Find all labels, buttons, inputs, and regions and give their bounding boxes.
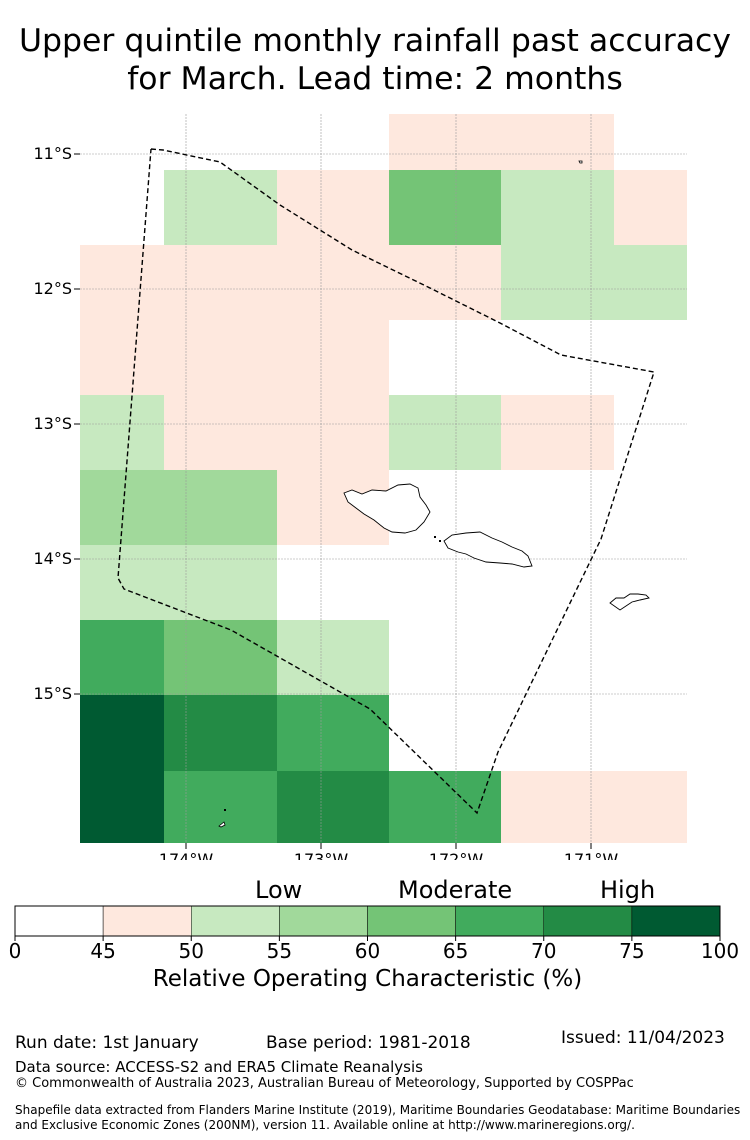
grid-cell <box>501 114 614 170</box>
colorbar-tick-label: 60 <box>355 939 380 963</box>
colorbar-segment <box>631 905 721 937</box>
lon-label-171w: 171°W <box>564 850 619 860</box>
grid-cell <box>277 620 389 695</box>
grid-cell <box>389 170 501 245</box>
grid-cell <box>277 395 389 470</box>
rainfall-accuracy-map: 11°S 12°S 13°S 14°S 15°S 174°W 173°W 172… <box>33 114 687 860</box>
category-low: Low <box>255 876 303 904</box>
southern-islet <box>218 821 226 828</box>
lat-label-11s: 11°S <box>33 144 72 163</box>
grid-cell <box>277 170 389 245</box>
colorbar-segment <box>455 905 544 937</box>
grid-cell <box>389 395 501 470</box>
grid-cell <box>277 245 389 320</box>
southern-islet-2 <box>224 809 226 811</box>
grid-cell <box>389 245 501 320</box>
lon-label-172w: 172°W <box>429 850 484 860</box>
colorbar-tick-label: 45 <box>90 939 115 963</box>
grid-cell <box>614 771 687 843</box>
colorbar-tick-label: 100 <box>701 939 739 963</box>
longitude-ticks <box>185 843 592 849</box>
colorbar-segment <box>367 905 456 937</box>
grid-cell <box>164 320 277 395</box>
lat-label-15s: 15°S <box>33 684 72 703</box>
grid-cell <box>501 245 614 320</box>
northern-islet <box>578 160 583 164</box>
grid-cell <box>80 245 164 320</box>
grid-cell <box>164 170 277 245</box>
colorbar: 0 45 50 55 60 65 70 75 100 <box>9 905 739 963</box>
grid-cell <box>164 395 277 470</box>
run-date: Run date: 1st January <box>15 1033 199 1053</box>
grid-cell <box>501 170 614 245</box>
colorbar-category-labels: Low Moderate High <box>0 876 750 908</box>
colorbar-segment <box>14 905 104 937</box>
upolu-island <box>443 531 533 568</box>
grid-cell <box>277 771 389 843</box>
grid-cell <box>80 620 164 695</box>
base-period: Base period: 1981-2018 <box>266 1033 471 1053</box>
grid-cell <box>80 771 164 843</box>
chart-title: Upper quintile monthly rainfall past acc… <box>0 22 750 98</box>
grid-cell <box>80 320 164 395</box>
manono-island <box>439 540 441 542</box>
gridlines <box>80 114 687 843</box>
lat-label-14s: 14°S <box>33 549 72 568</box>
colorbar-segment <box>191 905 280 937</box>
lon-label-174w: 174°W <box>159 850 214 860</box>
colorbar-tick-label: 65 <box>443 939 468 963</box>
colorbar-segment <box>279 905 368 937</box>
lon-label-173w: 173°W <box>294 850 349 860</box>
grid-cell <box>501 771 614 843</box>
grid-cell <box>614 245 687 320</box>
colorbar-ticks: 0 45 50 55 60 65 70 75 100 <box>9 936 739 963</box>
colorbar-tick-label: 0 <box>9 939 22 963</box>
copyright: © Commonwealth of Australia 2023, Austra… <box>15 1076 634 1091</box>
title-line-2: for March. Lead time: 2 months <box>127 61 623 97</box>
tutuila-island <box>609 593 650 611</box>
grid-cell <box>389 771 501 843</box>
grid-cell <box>614 170 687 245</box>
grid-cell <box>164 771 277 843</box>
colorbar-tick-label: 50 <box>179 939 204 963</box>
apolima-island <box>434 536 436 538</box>
title-line-1: Upper quintile monthly rainfall past acc… <box>18 23 732 59</box>
grid-cell <box>277 320 389 395</box>
shapefile-credit-line-2: and Exclusive Economic Zones (200NM), ve… <box>15 1118 635 1132</box>
savaii-island <box>343 483 431 534</box>
colorbar-segment <box>543 905 633 937</box>
data-source: Data source: ACCESS-S2 and ERA5 Climate … <box>15 1058 423 1076</box>
latitude-ticks <box>74 153 80 695</box>
grid-cell <box>164 470 277 545</box>
lat-label-12s: 12°S <box>33 279 72 298</box>
colorbar-segments <box>14 905 721 937</box>
grid-cell <box>164 620 277 695</box>
grid-cell <box>164 695 277 771</box>
colorbar-segment <box>102 905 192 937</box>
colorbar-tick-label: 70 <box>531 939 556 963</box>
grid-cell <box>80 545 164 620</box>
grid-cell <box>164 245 277 320</box>
grid-cell <box>501 395 614 470</box>
lat-label-13s: 13°S <box>33 414 72 433</box>
category-moderate: Moderate <box>398 876 513 904</box>
shapefile-credit-line-1: Shapefile data extracted from Flanders M… <box>15 1103 741 1117</box>
colorbar-tick-label: 75 <box>619 939 644 963</box>
colorbar-tick-label: 55 <box>267 939 292 963</box>
grid-cell <box>277 695 389 771</box>
colorbar-axis-label: Relative Operating Characteristic (%) <box>152 966 583 992</box>
issued-date: Issued: 11/04/2023 <box>561 1028 725 1048</box>
category-high: High <box>600 876 656 904</box>
grid-cell <box>164 545 277 620</box>
grid-cell <box>80 395 164 470</box>
grid-cells <box>80 114 687 843</box>
grid-cell <box>389 114 501 170</box>
grid-cell <box>80 695 164 771</box>
